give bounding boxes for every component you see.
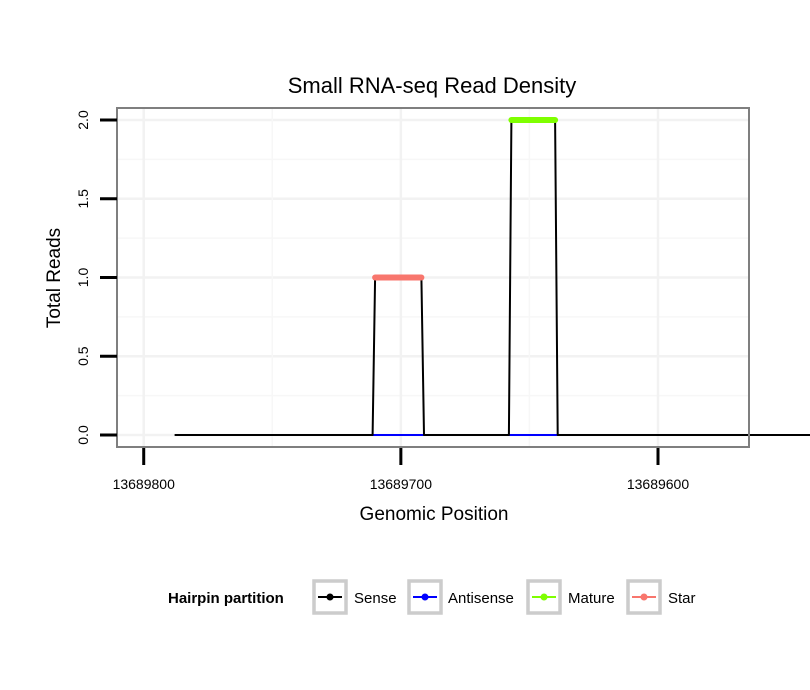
legend-label-sense: Sense <box>354 590 397 607</box>
legend-point-star <box>640 593 648 601</box>
legend: Hairpin partition Sense Antisense Mature St… <box>168 579 696 615</box>
y-tick-label: 0.0 <box>75 425 91 445</box>
y-tick-label: 2.0 <box>75 110 91 130</box>
y-axis-title: Total Reads <box>44 228 65 328</box>
grid <box>118 109 748 446</box>
legend-point-antisense <box>421 593 429 601</box>
x-tick-label: 13689700 <box>370 476 433 492</box>
legend-label-mature: Mature <box>568 590 615 607</box>
y-tick-label: 1.0 <box>75 268 91 288</box>
legend-key-antisense <box>407 579 443 615</box>
legend-point-mature <box>540 593 548 601</box>
series-layer <box>174 117 810 436</box>
x-tick-label: 13689800 <box>113 476 176 492</box>
y-tick-label: 1.5 <box>75 189 91 209</box>
legend-label-antisense: Antisense <box>448 590 514 607</box>
y-tick-label: 0.5 <box>75 346 91 366</box>
series-sense-line <box>174 119 810 436</box>
chart-title: Small RNA-seq Read Density <box>288 73 577 98</box>
x-axis: 13689800 13689700 13689600 <box>113 448 690 492</box>
legend-label-star: Star <box>668 590 696 607</box>
legend-point-sense <box>326 593 334 601</box>
y-axis: 0.0 0.5 1.0 1.5 2.0 <box>75 110 117 445</box>
x-tick-label: 13689600 <box>627 476 690 492</box>
x-axis-title: Genomic Position <box>360 504 509 525</box>
legend-title: Hairpin partition <box>168 590 284 607</box>
